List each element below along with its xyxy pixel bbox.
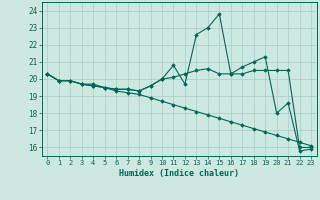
X-axis label: Humidex (Indice chaleur): Humidex (Indice chaleur)	[119, 169, 239, 178]
